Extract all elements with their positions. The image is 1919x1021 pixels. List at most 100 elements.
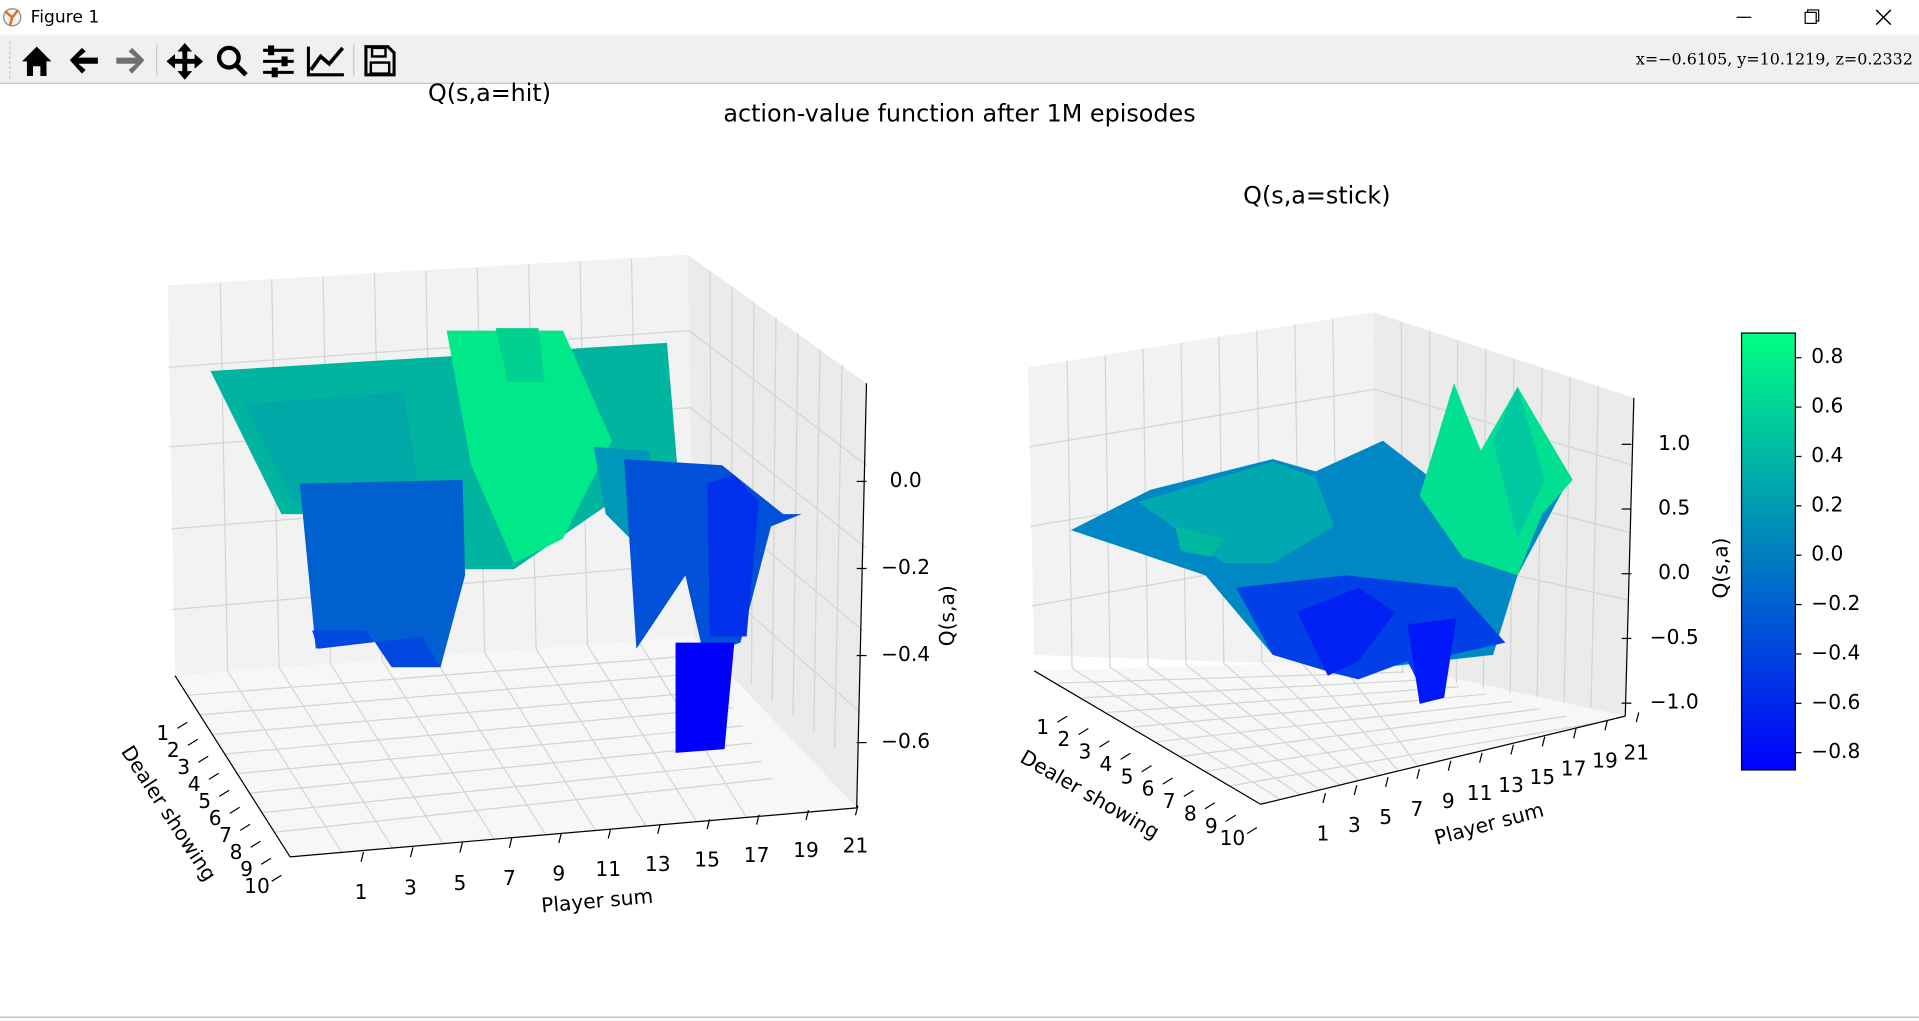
y-tick-label: 2 [1057,727,1070,751]
title-bar [0,0,1919,35]
colorbar-tick-label: −0.6 [1811,690,1860,714]
x-tick-label: 5 [1379,805,1392,829]
window-title: Figure 1 [31,7,100,27]
x-tick [459,842,463,853]
z-tick-label: 0.0 [1658,560,1690,584]
x-tick [607,828,612,839]
minimize-button[interactable] [1713,0,1774,34]
y-tick-label: 6 [1142,777,1155,801]
subplot-title: Q(s,a=stick) [1243,182,1390,210]
y-tick-label: 1 [156,721,169,745]
back-button[interactable] [69,47,98,74]
surface [1070,383,1573,704]
colorbar-label: Q(s,a) [1708,538,1732,599]
x-tick-label: 19 [793,838,819,862]
y-tick-label: 2 [167,738,180,762]
y-tick-label: 7 [1163,789,1176,813]
z-tick-label: −1.0 [1650,690,1699,714]
y-tick-label: 3 [1078,740,1091,764]
y-tick [219,789,230,797]
x-tick [805,809,810,821]
y-tick-label: 5 [198,789,211,813]
x-tick-label: 7 [503,866,516,890]
x-tick-label: 15 [694,848,720,872]
forward-button[interactable] [116,47,145,74]
y-tick-label: 4 [188,772,201,796]
colorbar-tick-label: −0.2 [1811,591,1860,615]
app-icon [3,8,22,27]
x-tick-label: 13 [645,852,671,876]
x-tick [854,805,859,816]
zoom-button[interactable] [216,45,248,77]
colorbar-tick-label: −0.4 [1811,640,1860,664]
y-tick [1246,826,1258,835]
x-tick-label: 5 [453,871,466,895]
x-tick [508,837,513,848]
y-tick [1120,752,1131,760]
x-tick-label: 11 [595,857,621,881]
toolbar [0,34,1919,84]
colorbar-tick-label: 0.4 [1811,443,1843,467]
x-tick [558,833,562,844]
y-tick-label: 10 [244,874,270,898]
x-tick [755,814,760,825]
x-tick-label: 17 [744,843,770,867]
y-tick [187,738,199,746]
x-tick-label: 17 [1561,757,1587,781]
y-tick [1162,777,1173,785]
y-tick-label: 4 [1100,752,1113,776]
configure-button[interactable] [263,45,294,78]
x-tick [1353,784,1358,796]
y-tick [271,874,282,882]
subplot-title: Q(s,a=hit) [428,79,551,107]
x-tick [1322,793,1327,804]
x-tick-label: 1 [1317,821,1330,845]
x-tick-label: 3 [1348,813,1361,837]
y-tick [198,755,209,763]
y-tick [229,806,240,814]
y-tick-label: 7 [219,823,232,847]
y-tick-label: 9 [240,857,253,881]
figure-title: action-value function after 1M episodes [723,100,1195,128]
z-tick-label: 0.0 [890,468,922,492]
colorbar-tick-label: 0.8 [1811,344,1843,368]
y-tick [1099,740,1110,748]
y-tick [1078,727,1089,736]
x-tick [1416,768,1421,779]
y-tick [250,840,261,848]
x-tick [360,851,365,862]
z-tick-label: −0.5 [1650,625,1699,649]
x-tick-label: 21 [1623,741,1649,765]
edit-axis-button[interactable] [306,46,345,77]
colorbar-tick-label: 0.2 [1811,492,1843,516]
x-tick-label: 15 [1529,765,1555,789]
colorbar-tick-label: −0.8 [1811,739,1860,763]
y-tick [239,823,251,831]
pan-button[interactable] [166,42,204,80]
x-tick [1479,752,1483,763]
y-tick [1057,715,1068,723]
z-tick-label: −0.4 [881,642,930,666]
x-tick-label: 13 [1498,773,1524,797]
maximize-button[interactable] [1781,0,1842,34]
close-button[interactable] [1850,0,1919,34]
home-button[interactable] [22,46,52,77]
z-axis-label: Q(s,a) [935,585,959,646]
x-tick [1541,736,1546,747]
y-tick [1204,802,1216,810]
z-tick-label: 0.5 [1658,496,1690,520]
colorbar [1740,332,1797,771]
save-button[interactable] [364,45,396,77]
x-tick [1385,776,1389,787]
cursor-status: x=−0.6105, y=10.1219, z=0.2332 [1636,50,1913,69]
x-tick-label: 3 [404,875,417,899]
z-tick-label: −0.6 [881,729,930,753]
y-tick-label: 10 [1220,826,1246,850]
x-tick [1604,720,1609,731]
colorbar-tick-label: 0.0 [1811,542,1843,566]
y-tick-label: 8 [1184,801,1197,825]
colorbar-tick-label: 0.6 [1811,394,1843,418]
y-tick [177,721,188,729]
x-tick [706,819,711,830]
